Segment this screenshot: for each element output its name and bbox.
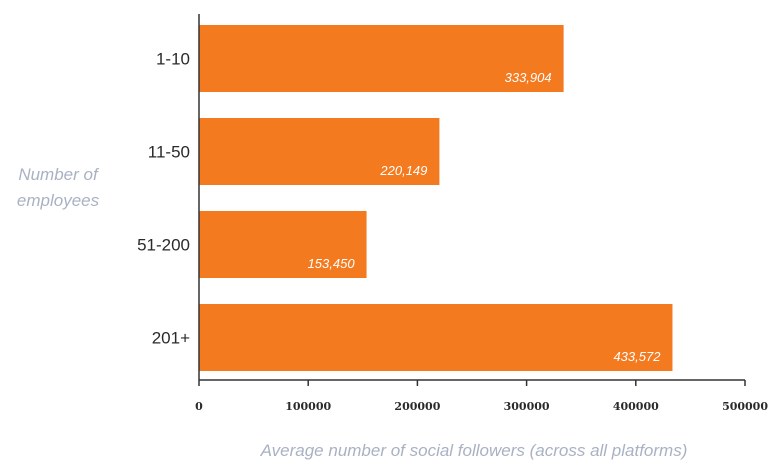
x-tick-label-200000: 200000 xyxy=(394,400,440,413)
value-label-1-10: 333,904 xyxy=(505,70,552,85)
x-tick-label-400000: 400000 xyxy=(613,400,659,413)
value-label-51-200: 153,450 xyxy=(308,256,356,271)
category-label-201+: 201+ xyxy=(152,329,190,348)
x-tick-label-0: 0 xyxy=(195,400,203,413)
bar-1-10 xyxy=(199,25,564,92)
y-axis-title-line-1: Number of xyxy=(18,165,100,184)
x-tick-label-100000: 100000 xyxy=(285,400,331,413)
y-axis-title-line-2: employees xyxy=(17,191,100,210)
value-labels: 333,904 220,149 153,450 433,572 xyxy=(308,70,662,364)
value-label-11-50: 220,149 xyxy=(379,163,427,178)
x-tick-label-300000: 300000 xyxy=(504,400,550,413)
category-label-51-200: 51-200 xyxy=(137,236,190,255)
bar-201+ xyxy=(199,304,673,371)
x-axis-ticks: 0 100000 200000 300000 400000 500000 xyxy=(195,380,768,413)
bar-51-200 xyxy=(199,211,367,278)
x-axis-title: Average number of social followers (acro… xyxy=(260,441,688,460)
x-tick-label-500000: 500000 xyxy=(722,400,768,413)
value-label-201+: 433,572 xyxy=(613,349,661,364)
category-label-1-10: 1-10 xyxy=(156,50,190,69)
category-label-11-50: 11-50 xyxy=(148,143,190,162)
bar-11-50 xyxy=(199,118,440,185)
bars-group xyxy=(199,25,673,371)
category-labels: 1-10 11-50 51-200 201+ xyxy=(137,50,190,348)
